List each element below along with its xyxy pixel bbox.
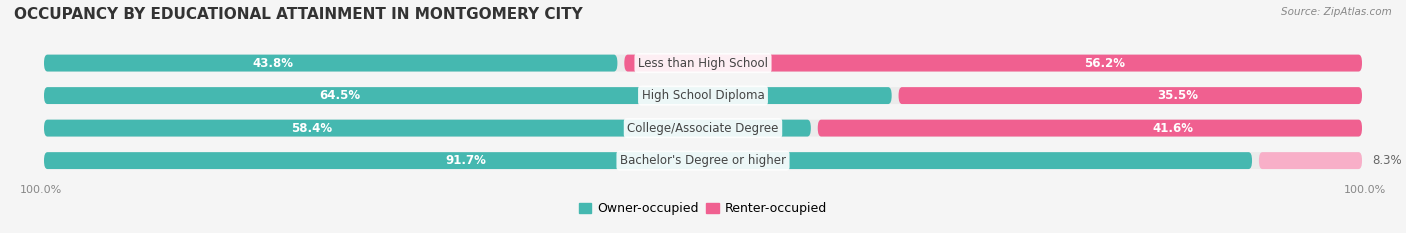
Text: High School Diploma: High School Diploma [641, 89, 765, 102]
FancyBboxPatch shape [44, 87, 1362, 104]
FancyBboxPatch shape [44, 120, 1362, 137]
FancyBboxPatch shape [44, 87, 891, 104]
Text: Less than High School: Less than High School [638, 57, 768, 70]
FancyBboxPatch shape [898, 87, 1362, 104]
Text: 56.2%: 56.2% [1084, 57, 1125, 70]
FancyBboxPatch shape [1258, 152, 1362, 169]
FancyBboxPatch shape [44, 120, 811, 137]
Text: 43.8%: 43.8% [252, 57, 294, 70]
Text: College/Associate Degree: College/Associate Degree [627, 122, 779, 135]
Legend: Owner-occupied, Renter-occupied: Owner-occupied, Renter-occupied [574, 197, 832, 220]
Text: 58.4%: 58.4% [291, 122, 332, 135]
Text: 41.6%: 41.6% [1152, 122, 1194, 135]
FancyBboxPatch shape [44, 152, 1362, 169]
FancyBboxPatch shape [44, 152, 1251, 169]
Text: OCCUPANCY BY EDUCATIONAL ATTAINMENT IN MONTGOMERY CITY: OCCUPANCY BY EDUCATIONAL ATTAINMENT IN M… [14, 7, 583, 22]
Text: Source: ZipAtlas.com: Source: ZipAtlas.com [1281, 7, 1392, 17]
Text: 8.3%: 8.3% [1372, 154, 1402, 167]
FancyBboxPatch shape [44, 55, 1362, 72]
Text: 91.7%: 91.7% [446, 154, 486, 167]
FancyBboxPatch shape [818, 120, 1362, 137]
FancyBboxPatch shape [624, 55, 1362, 72]
Text: Bachelor's Degree or higher: Bachelor's Degree or higher [620, 154, 786, 167]
FancyBboxPatch shape [44, 55, 617, 72]
Text: 35.5%: 35.5% [1157, 89, 1198, 102]
Text: 64.5%: 64.5% [319, 89, 360, 102]
